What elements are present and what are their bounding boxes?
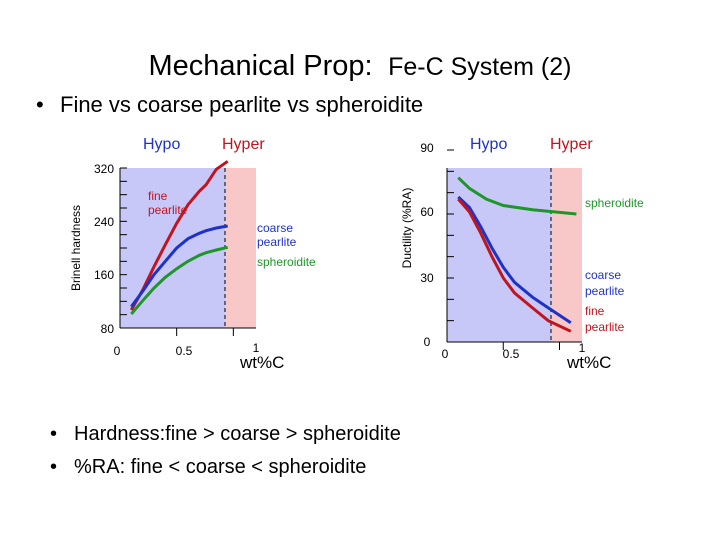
ylabel-ductility: Ductility (%RA) xyxy=(400,188,414,269)
hyper-label: Hyper xyxy=(222,136,265,153)
hypo-label: Hypo xyxy=(143,136,180,153)
bullet-ductility: • %RA: fine < coarse < spheroidite xyxy=(50,456,366,479)
label-fine-pearlite-2: pearlite xyxy=(148,203,188,217)
ytick-label-0: 0 xyxy=(424,335,431,349)
xtick-label-1: 1 xyxy=(253,341,260,355)
label-fine-pearlite-1: fine xyxy=(585,304,605,318)
xtick-label-1: 1 xyxy=(579,341,586,355)
label-coarse-pearlite-1: coarse xyxy=(257,221,293,235)
xtick-label-0: 0 xyxy=(442,347,449,361)
ytick-label-80: 80 xyxy=(101,322,115,336)
ductility-chart: Hypo Hyper Ductility (%RA) 0 30 60 90 0 … xyxy=(400,136,644,372)
hardness-chart: Hypo Hyper Brinell hardness 80 160 240 3… xyxy=(69,136,316,372)
ytick-label-90: 90 xyxy=(420,141,434,155)
xtick-label-0: 0 xyxy=(114,344,121,358)
bullet-hardness: • Hardness:fine > coarse > spheroidite xyxy=(50,423,401,446)
slide-title: Mechanical Prop: Fe-C System (2) xyxy=(0,50,720,83)
hypo-label: Hypo xyxy=(470,136,507,153)
line-spheroidite xyxy=(457,176,577,216)
ytick-label-60: 60 xyxy=(420,205,434,219)
hyper-region xyxy=(551,168,582,342)
label-fine-pearlite-2: pearlite xyxy=(585,320,625,334)
line-fine-pearlite xyxy=(457,198,572,333)
left-ticks xyxy=(120,167,234,336)
line-coarse-pearlite xyxy=(130,224,228,308)
ytick-label-160: 160 xyxy=(94,268,114,282)
ytick-label-320: 320 xyxy=(94,162,114,176)
ytick-label-30: 30 xyxy=(420,271,434,285)
title-part-1: Mechanical Prop: xyxy=(148,50,373,82)
line-spheroidite xyxy=(130,245,229,315)
ylabel-hardness: Brinell hardness xyxy=(69,205,83,291)
bullet-dot: • xyxy=(50,456,58,478)
label-coarse-pearlite-2: pearlite xyxy=(257,235,297,249)
hyper-region xyxy=(225,168,256,328)
title-part-2: Fe-C System (2) xyxy=(388,53,572,81)
label-spheroidite: spheroidite xyxy=(257,255,316,269)
bullet-hardness-text: Hardness:fine > coarse > spheroidite xyxy=(74,423,401,445)
xtick-label-0-5: 0.5 xyxy=(503,347,520,361)
xlabel-wtc: wt%C xyxy=(566,353,611,372)
xlabel-wtc: wt%C xyxy=(239,353,284,372)
hyper-label: Hyper xyxy=(550,136,593,153)
line-fine-pearlite xyxy=(129,160,229,311)
line-coarse-pearlite xyxy=(457,195,572,325)
label-fine-pearlite-1: fine xyxy=(148,189,168,203)
label-coarse-pearlite-1: coarse xyxy=(585,268,621,282)
ytick-label-240: 240 xyxy=(94,215,114,229)
label-coarse-pearlite-2: pearlite xyxy=(585,284,625,298)
right-ticks xyxy=(447,149,560,350)
bullet-dot: • xyxy=(36,92,44,117)
hypo-region xyxy=(447,168,551,342)
bullet-dot: • xyxy=(50,423,58,445)
bullet-top-text: Fine vs coarse pearlite vs spheroidite xyxy=(60,92,424,117)
bullet-ductility-text: %RA: fine < coarse < spheroidite xyxy=(74,456,367,478)
bullet-top: • Fine vs coarse pearlite vs spheroidite xyxy=(36,92,423,118)
xtick-label-0-5: 0.5 xyxy=(176,344,193,358)
label-spheroidite: spheroidite xyxy=(585,196,644,210)
